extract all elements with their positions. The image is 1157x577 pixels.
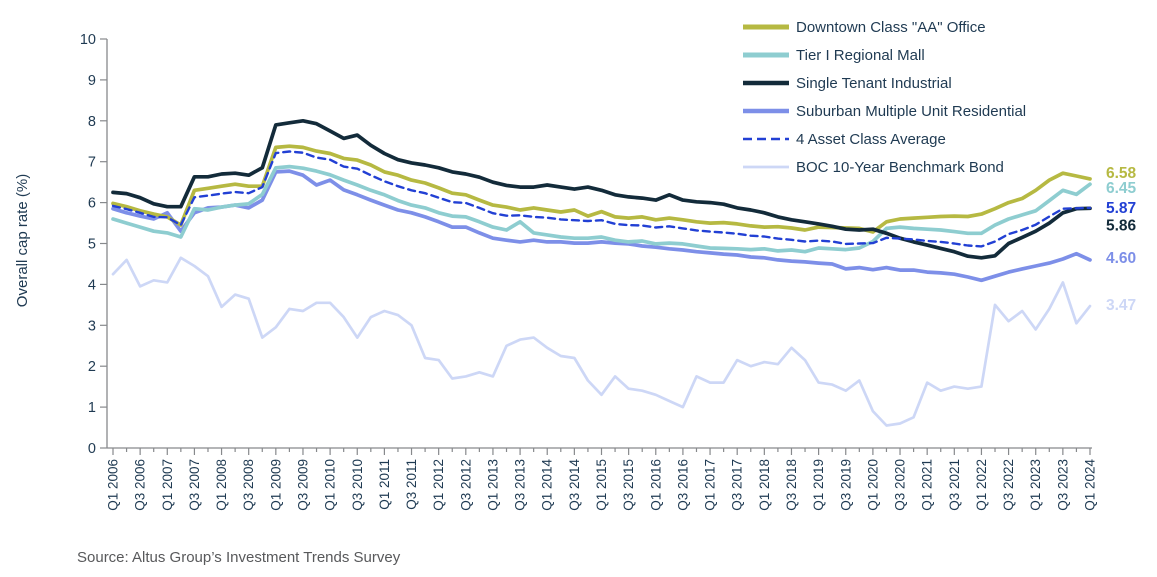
x-tick-label: Q1 2023 (1028, 459, 1043, 511)
y-tick-label: 4 (88, 277, 96, 293)
x-tick-label: Q1 2015 (594, 459, 609, 511)
y-tick-label: 6 (88, 196, 96, 212)
series-end-label: 5.87 (1106, 200, 1136, 217)
legend-swatch-line (743, 165, 789, 169)
x-tick-label: Q3 2008 (241, 459, 256, 511)
x-tick-label: Q3 2023 (1055, 459, 1070, 511)
chart-legend: Downtown Class "AA" Office Tier I Regiona… (742, 13, 1026, 181)
x-tick-label: Q1 2008 (214, 459, 229, 511)
x-tick-label: Q3 2013 (513, 459, 528, 511)
legend-label: Tier I Regional Mall (796, 46, 925, 64)
legend-swatch-line (743, 24, 789, 30)
x-tick-label: Q1 2024 (1083, 459, 1098, 511)
x-tick-label: Q3 2007 (187, 459, 202, 511)
legend-item-6: BOC 10-Year Benchmark Bond (742, 153, 1026, 181)
x-tick-label: Q1 2011 (377, 459, 392, 510)
x-tick-label: Q1 2012 (431, 459, 446, 511)
source-text: Source: Altus Group’s Investment Trends … (77, 549, 401, 566)
x-tick-label: Q3 2022 (1001, 459, 1016, 511)
legend-swatch-line (743, 108, 789, 114)
legend-item-4: Suburban Multiple Unit Residential (742, 97, 1026, 125)
series-end-label: 6.58 (1106, 165, 1137, 182)
x-tick-label: Q3 2011 (404, 459, 419, 510)
series-line-6 (111, 256, 1092, 427)
series-line-5 (111, 150, 1092, 248)
x-tick-label: Q1 2014 (540, 459, 555, 511)
x-tick-label: Q3 2012 (458, 459, 473, 511)
x-tick-label: Q1 2020 (865, 459, 880, 511)
x-tick-label: Q3 2016 (675, 459, 690, 511)
chart-plot-svg: 0 1 2 3 4 5 6 7 8 9 10 Q1 2006 Q3 2006 Q1 2007 Q3 2007… (80, 32, 1137, 511)
y-tick-label: 1 (88, 400, 96, 416)
series-line-3 (111, 118, 1092, 260)
x-tick-label: Q1 2009 (268, 459, 283, 511)
legend-item-2: Tier I Regional Mall (742, 41, 1026, 69)
x-tick-label: Q1 2013 (485, 459, 500, 511)
series-line-4 (111, 169, 1092, 283)
x-tick-label: Q3 2018 (784, 459, 799, 511)
legend-item-5: 4 Asset Class Average (742, 125, 1026, 153)
x-tick-label: Q3 2015 (621, 459, 636, 511)
x-tick-label: Q3 2020 (893, 459, 908, 511)
x-tick-label: Q1 2021 (920, 459, 935, 511)
y-tick-label: 2 (88, 359, 96, 375)
y-tick-label: 7 (88, 155, 96, 171)
x-tick-label: Q1 2022 (974, 459, 989, 511)
legend-item-1: Downtown Class "AA" Office (742, 13, 1026, 41)
series-end-label: 4.60 (1106, 250, 1136, 267)
y-tick-label: 10 (80, 32, 96, 48)
series-end-label: 3.47 (1106, 297, 1136, 314)
series-end-label: 6.45 (1106, 180, 1137, 197)
x-tick-label: Q1 2007 (160, 459, 175, 511)
series-end-label: 5.86 (1106, 217, 1137, 234)
x-tick-label: Q3 2021 (947, 459, 962, 511)
legend-label: BOC 10-Year Benchmark Bond (796, 158, 1004, 176)
y-tick-label: 9 (88, 73, 96, 89)
x-tick-label: Q3 2014 (567, 459, 582, 511)
series-line-2 (111, 164, 1092, 254)
x-tick-label: Q1 2010 (323, 459, 338, 511)
x-tick-label: Q3 2019 (838, 459, 853, 511)
legend-label: 4 Asset Class Average (796, 130, 946, 148)
x-tick-label: Q1 2019 (811, 459, 826, 511)
x-tick-label: Q3 2009 (295, 459, 310, 511)
x-tick-label: Q1 2017 (703, 459, 718, 511)
legend-swatch-line (743, 137, 789, 141)
y-tick-label: 5 (88, 237, 96, 253)
x-tick-label: Q3 2006 (133, 459, 148, 511)
y-tick-label: 3 (88, 318, 96, 334)
legend-swatch-line (743, 52, 789, 58)
legend-label: Downtown Class "AA" Office (796, 18, 986, 36)
series-line-1 (111, 144, 1092, 234)
y-tick-label: 8 (88, 114, 96, 130)
x-tick-label: Q1 2006 (106, 459, 121, 511)
legend-label: Suburban Multiple Unit Residential (796, 102, 1027, 120)
x-tick-label: Q3 2010 (350, 459, 365, 511)
legend-label: Single Tenant Industrial (796, 74, 952, 92)
y-tick-label: 0 (88, 441, 96, 457)
legend-item-3: Single Tenant Industrial (742, 69, 1026, 97)
x-tick-label: Q3 2017 (730, 459, 745, 511)
legend-swatch-line (743, 80, 789, 86)
x-tick-label: Q1 2018 (757, 459, 772, 511)
x-tick-label: Q1 2016 (648, 459, 663, 511)
